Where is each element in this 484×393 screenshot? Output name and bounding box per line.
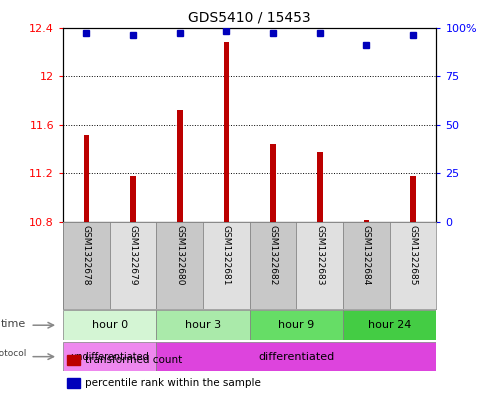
Bar bbox=[363, 220, 368, 222]
Bar bbox=[343, 310, 436, 340]
Bar bbox=[296, 222, 342, 309]
Bar bbox=[342, 222, 389, 309]
Bar bbox=[156, 222, 203, 309]
Bar bbox=[63, 342, 156, 371]
Text: hour 24: hour 24 bbox=[367, 320, 410, 330]
Bar bbox=[249, 310, 342, 340]
Bar bbox=[83, 134, 89, 222]
Bar bbox=[317, 152, 322, 222]
Bar bbox=[67, 378, 80, 388]
Text: GSM1322685: GSM1322685 bbox=[408, 225, 417, 285]
Text: hour 0: hour 0 bbox=[91, 320, 127, 330]
Text: GSM1322684: GSM1322684 bbox=[361, 225, 370, 285]
Text: transformed count: transformed count bbox=[85, 355, 182, 365]
Text: undifferentiated: undifferentiated bbox=[70, 352, 149, 362]
Bar bbox=[270, 144, 275, 222]
Text: GSM1322679: GSM1322679 bbox=[128, 225, 137, 285]
Text: differentiated: differentiated bbox=[258, 352, 334, 362]
Text: hour 9: hour 9 bbox=[278, 320, 314, 330]
Bar bbox=[156, 342, 436, 371]
Text: GSM1322680: GSM1322680 bbox=[175, 225, 184, 285]
Title: GDS5410 / 15453: GDS5410 / 15453 bbox=[188, 11, 310, 25]
Bar bbox=[249, 222, 296, 309]
Bar bbox=[156, 310, 249, 340]
Bar bbox=[109, 222, 156, 309]
Bar bbox=[203, 222, 249, 309]
Text: time: time bbox=[1, 319, 27, 329]
Text: growth protocol: growth protocol bbox=[0, 349, 27, 358]
Bar bbox=[130, 176, 136, 222]
Text: GSM1322678: GSM1322678 bbox=[82, 225, 91, 285]
Text: GSM1322681: GSM1322681 bbox=[222, 225, 230, 285]
Bar bbox=[67, 354, 80, 365]
Bar bbox=[409, 176, 415, 222]
Text: GSM1322682: GSM1322682 bbox=[268, 225, 277, 285]
Bar bbox=[177, 110, 182, 222]
Text: hour 3: hour 3 bbox=[185, 320, 221, 330]
Bar bbox=[389, 222, 436, 309]
Text: GSM1322683: GSM1322683 bbox=[315, 225, 324, 285]
Bar bbox=[223, 42, 229, 222]
Bar bbox=[63, 222, 109, 309]
Bar bbox=[63, 310, 156, 340]
Text: percentile rank within the sample: percentile rank within the sample bbox=[85, 378, 261, 388]
